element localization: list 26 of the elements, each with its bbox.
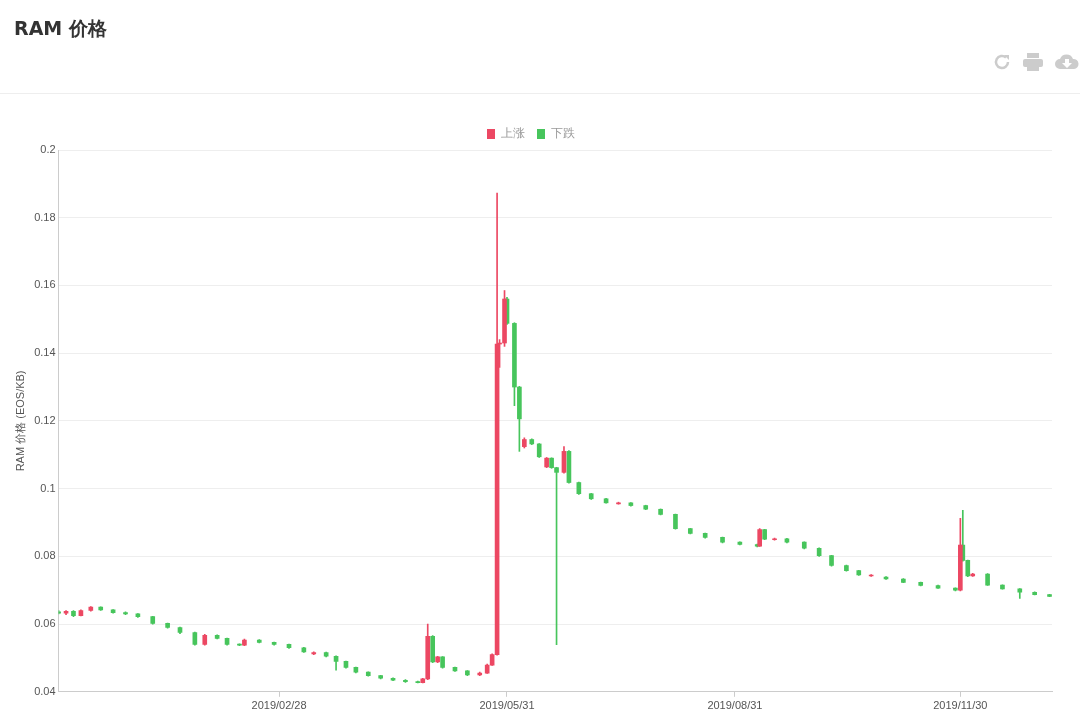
x-tick-label: 2019/11/30 (933, 699, 988, 712)
candlestick (430, 635, 436, 664)
candlestick (390, 677, 396, 681)
y-tick-label: 0.12 (34, 413, 56, 426)
candlestick (301, 647, 307, 653)
chart-title: RAM 价格 (14, 16, 107, 41)
y-tick-label: 0.08 (34, 549, 56, 562)
y-tick-label: 0.1 (40, 481, 56, 494)
y-tick-label: 0.18 (34, 210, 56, 223)
candlestick (98, 606, 104, 611)
candlestick (588, 493, 594, 500)
x-tick-label: 2019/08/31 (707, 699, 763, 712)
candlestick (603, 498, 609, 504)
y-tick-label: 0.16 (34, 278, 56, 291)
candlestick (883, 576, 889, 580)
y-tick-label: 0.04 (34, 684, 56, 697)
candlestick (868, 574, 874, 577)
legend-label: 上涨 (501, 126, 525, 141)
x-tick-label: 2019/02/28 (251, 699, 307, 712)
candlestick (536, 443, 542, 458)
x-tick-label: 2019/05/31 (479, 699, 535, 712)
legend-label: 下跌 (551, 126, 575, 141)
y-tick-label: 0.2 (40, 143, 56, 156)
y-tick-label: 0.14 (34, 346, 56, 359)
y-tick-label: 0.06 (34, 617, 56, 630)
y-axis-title: RAM 价格 (EOS/KB) (13, 370, 26, 472)
